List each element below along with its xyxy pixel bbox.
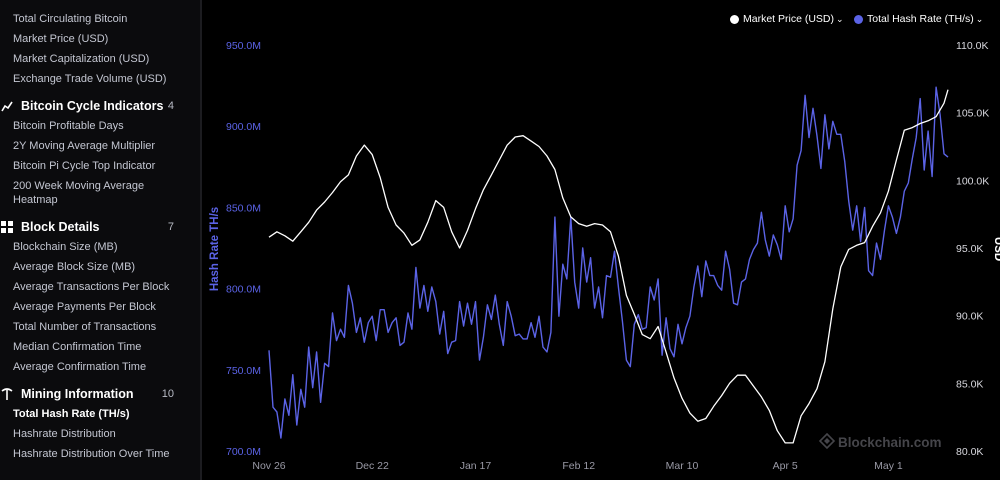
- y-right-tick-label: 105.0K: [956, 108, 989, 120]
- section-title: Block Details: [21, 219, 100, 234]
- legend-hash-rate[interactable]: Total Hash Rate (TH/s) ⌄: [854, 13, 983, 25]
- x-tick-label: Apr 5: [773, 460, 798, 472]
- x-tick-label: Jan 17: [460, 460, 492, 472]
- chart-panel: Market Price (USD) ⌄ Total Hash Rate (TH…: [202, 0, 1000, 480]
- x-tick-label: Feb 12: [562, 460, 595, 472]
- y-axis-label-left: Hash Rate TH/s: [209, 207, 221, 291]
- sidebar-item-market-price[interactable]: Market Price (USD): [13, 33, 109, 45]
- pickaxe-icon: [0, 387, 14, 401]
- legend-swatch-hash-rate: [854, 14, 863, 24]
- sidebar-item-pi-cycle[interactable]: Bitcoin Pi Cycle Top Indicator: [13, 160, 156, 172]
- y-left-tick-label: 750.0M: [226, 365, 261, 377]
- legend-label-hash-rate: Total Hash Rate (TH/s): [867, 13, 974, 25]
- sidebar-item-average-block-size[interactable]: Average Block Size (MB): [13, 261, 136, 273]
- sidebar-item-total-circulating-bitcoin[interactable]: Total Circulating Bitcoin: [13, 13, 128, 25]
- x-tick-label: Mar 10: [666, 460, 699, 472]
- sidebar-item-avg-transactions-per-block[interactable]: Average Transactions Per Block: [13, 281, 170, 293]
- sidebar-item-exchange-trade-volume[interactable]: Exchange Trade Volume (USD): [13, 73, 167, 85]
- blockchain-logo-icon: [818, 432, 836, 450]
- sidebar-item-average-confirmation-time[interactable]: Average Confirmation Time: [13, 361, 147, 373]
- y-right-tick-label: 100.0K: [956, 175, 989, 187]
- legend-market-price[interactable]: Market Price (USD) ⌄: [730, 13, 844, 25]
- section-count: 4: [167, 99, 174, 112]
- sidebar-item-median-confirmation-time[interactable]: Median Confirmation Time: [13, 341, 142, 353]
- sidebar-item-avg-payments-per-block[interactable]: Average Payments Per Block: [13, 301, 156, 313]
- y-left-tick-label: 950.0M: [226, 40, 261, 52]
- sidebar-item-200w-heatmap[interactable]: 200 Week Moving Average Heatmap: [13, 180, 145, 206]
- sidebar-item-hashrate-distribution[interactable]: Hashrate Distribution: [13, 428, 116, 440]
- y-right-tick-label: 80.0K: [956, 446, 983, 458]
- x-tick-label: Nov 26: [252, 460, 285, 472]
- y-axis-label-right: USD: [992, 237, 1000, 261]
- chart-line-icon: [0, 99, 14, 113]
- grid-icon: [0, 220, 14, 234]
- watermark: Blockchain.com: [818, 432, 942, 450]
- chevron-down-icon: ⌄: [836, 13, 844, 24]
- y-left-tick-label: 800.0M: [226, 284, 261, 296]
- sidebar-divider: [200, 0, 202, 480]
- y-right-tick-label: 95.0K: [956, 243, 983, 255]
- x-tick-label: Dec 22: [356, 460, 389, 472]
- section-header-cycle-indicators[interactable]: Bitcoin Cycle Indicators 4: [0, 92, 200, 119]
- chevron-down-icon: ⌄: [975, 13, 984, 24]
- section-count: 7: [167, 220, 174, 233]
- sidebar-item-2y-ma-multiplier[interactable]: 2Y Moving Average Multiplier: [13, 140, 156, 152]
- sidebar-top-items: Total Circulating Bitcoin Market Price (…: [0, 0, 200, 86]
- legend-swatch-price: [730, 14, 739, 24]
- y-left-tick-label: 700.0M: [226, 446, 261, 458]
- sidebar-item-profitable-days[interactable]: Bitcoin Profitable Days: [13, 120, 124, 132]
- series-line-hash-rate: [268, 86, 949, 439]
- watermark-text: Blockchain.com: [838, 435, 942, 450]
- y-left-tick-label: 900.0M: [226, 121, 261, 133]
- y-right-tick-label: 90.0K: [956, 311, 983, 323]
- y-right-tick-label: 110.0K: [956, 40, 989, 52]
- section-header-block-details[interactable]: Block Details 7: [0, 213, 200, 240]
- y-right-tick-label: 85.0K: [956, 378, 983, 390]
- sidebar-item-hashrate-distribution-over-time[interactable]: Hashrate Distribution Over Time: [13, 448, 170, 460]
- section-header-mining-information[interactable]: Mining Information 10: [0, 380, 200, 407]
- y-left-tick-label: 850.0M: [226, 202, 261, 214]
- x-tick-label: May 1: [874, 460, 903, 472]
- hash-rate-price-chart: 950.0M 900.0M 850.0M 800.0M 750.0M 700.0M 110…: [209, 40, 1000, 472]
- legend-label-price: Market Price (USD): [743, 13, 835, 25]
- sidebar-item-total-hash-rate[interactable]: Total Hash Rate (TH/s): [13, 408, 130, 420]
- series-line-market-price: [268, 89, 949, 444]
- section-title: Bitcoin Cycle Indicators: [21, 98, 164, 113]
- section-count: 10: [161, 387, 174, 400]
- section-title: Mining Information: [21, 386, 134, 401]
- sidebar: Total Circulating Bitcoin Market Price (…: [0, 0, 200, 480]
- sidebar-item-blockchain-size[interactable]: Blockchain Size (MB): [13, 241, 118, 253]
- sidebar-item-total-transactions[interactable]: Total Number of Transactions: [13, 321, 157, 333]
- sidebar-item-market-capitalization[interactable]: Market Capitalization (USD): [13, 53, 150, 65]
